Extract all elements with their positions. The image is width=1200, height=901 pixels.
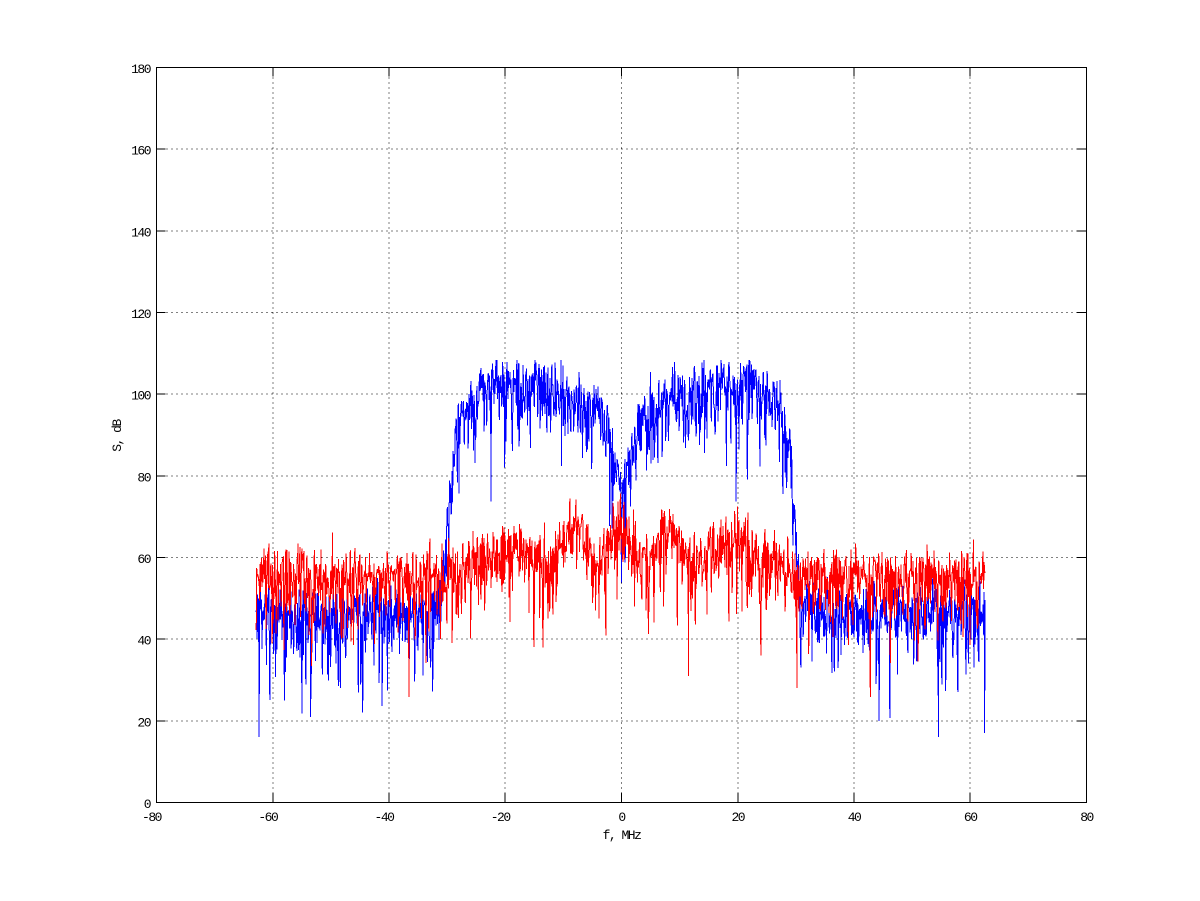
svg-text:0: 0 [618, 810, 625, 825]
svg-text:-40: -40 [375, 810, 395, 825]
svg-text:40: 40 [848, 810, 861, 825]
svg-text:80: 80 [137, 470, 150, 485]
svg-text:20: 20 [137, 715, 150, 730]
svg-text:40: 40 [137, 634, 150, 649]
svg-text:-60: -60 [258, 810, 278, 825]
svg-text:80: 80 [1080, 810, 1093, 825]
svg-text:60: 60 [964, 810, 977, 825]
svg-text:0: 0 [144, 797, 151, 812]
svg-text:100: 100 [131, 389, 151, 404]
svg-text:180: 180 [131, 62, 151, 77]
svg-text:120: 120 [131, 307, 151, 322]
svg-text:20: 20 [731, 810, 744, 825]
svg-text:f, MHz: f, MHz [603, 828, 642, 843]
svg-text:S, dB: S, dB [110, 419, 125, 452]
svg-text:160: 160 [131, 144, 151, 159]
svg-text:140: 140 [131, 225, 151, 240]
svg-text:-80: -80 [142, 810, 162, 825]
svg-text:-20: -20 [491, 810, 511, 825]
svg-text:60: 60 [137, 552, 150, 567]
